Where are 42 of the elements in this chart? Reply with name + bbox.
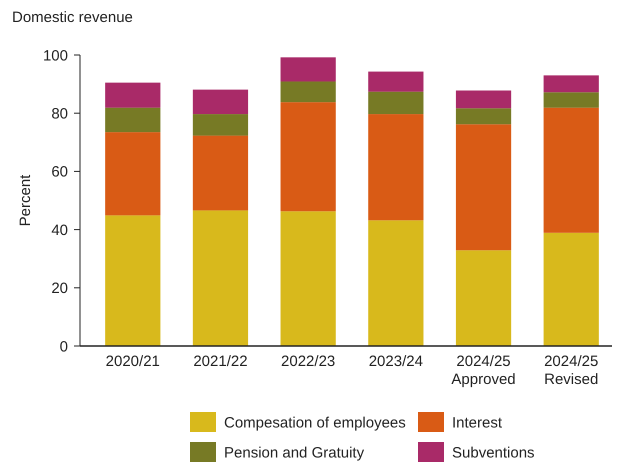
bar xyxy=(456,90,512,108)
bar xyxy=(280,211,336,346)
bar xyxy=(280,102,336,212)
bar xyxy=(192,136,248,210)
x-tick-label: 2023/24 xyxy=(368,353,423,370)
legend-label: Interest xyxy=(452,414,503,432)
bar xyxy=(368,220,424,346)
bar xyxy=(544,232,599,346)
y-tick-label: 40 xyxy=(51,222,68,239)
bar xyxy=(544,75,599,92)
y-axis-title: Percent xyxy=(17,174,34,226)
y-tick-label: 100 xyxy=(42,47,68,64)
bar xyxy=(456,124,512,250)
bar xyxy=(544,108,599,233)
y-tick-label: 60 xyxy=(51,164,68,181)
bar xyxy=(368,114,424,220)
bar xyxy=(368,72,424,92)
bar xyxy=(544,92,599,108)
chart-title: Domestic revenue xyxy=(12,9,133,26)
bar xyxy=(105,132,160,216)
bar xyxy=(456,108,512,124)
x-tick-label: 2024/25 Approved xyxy=(451,353,516,388)
bar xyxy=(192,90,248,114)
bar xyxy=(192,114,248,136)
bar xyxy=(368,92,424,114)
bar xyxy=(456,250,512,346)
y-tick-label: 80 xyxy=(51,105,68,122)
y-tick-label: 20 xyxy=(51,280,68,298)
x-tick-label: 2024/25 Revised xyxy=(544,353,598,388)
bar xyxy=(105,108,160,132)
bar xyxy=(280,81,336,102)
legend-label: Compesation of employees xyxy=(224,414,406,432)
x-tick-label: 2020/21 xyxy=(106,353,160,370)
bar xyxy=(105,215,160,346)
y-tick-label: 0 xyxy=(60,338,68,356)
x-tick-label: 2022/23 xyxy=(281,353,336,370)
x-tick-label: 2021/22 xyxy=(193,353,248,370)
bar xyxy=(105,82,160,108)
legend-label: Pension and Gratuity xyxy=(224,444,365,462)
bar xyxy=(192,210,248,346)
legend-label: Subventions xyxy=(452,444,535,462)
bar xyxy=(280,57,336,82)
